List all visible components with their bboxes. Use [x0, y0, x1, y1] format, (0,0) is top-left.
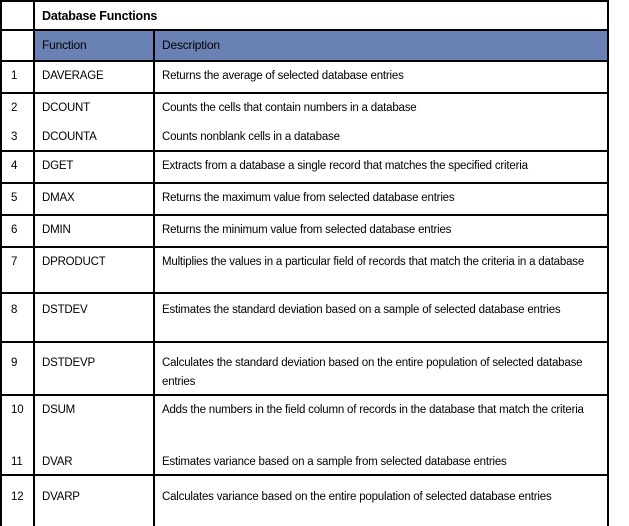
description-cell: Calculates variance based on the entire …	[153, 474, 609, 526]
row-number: 6	[11, 224, 18, 236]
table-header-row: Function Description	[0, 29, 609, 62]
header-number-cell	[0, 29, 35, 62]
function-cell: DSTDEVP	[33, 341, 155, 396]
function-name: DSUM	[42, 404, 76, 416]
table-row: 9 DSTDEVP Calculates the standard deviatio…	[0, 341, 609, 396]
row-number: 11	[11, 456, 23, 468]
row-number: 1	[11, 70, 18, 82]
row-number: 7	[11, 256, 18, 268]
table-row: 1 DAVERAGE Returns the average of selected…	[0, 60, 609, 94]
function-description: Counts nonblank cells in a database	[162, 131, 340, 143]
function-cell: DCOUNT	[33, 92, 155, 123]
row-number-cell: 12	[0, 474, 35, 526]
function-name: DCOUNT	[42, 102, 90, 114]
function-description: Calculates the standard deviation based …	[162, 357, 583, 388]
row-number-cell: 2	[0, 92, 35, 123]
function-cell: DCOUNTA	[33, 123, 155, 152]
function-description: Returns the minimum value from selected …	[162, 224, 452, 236]
function-name: DMIN	[42, 224, 71, 236]
description-cell: Extracts from a database a single record…	[153, 150, 609, 184]
function-cell: DSTDEV	[33, 292, 155, 343]
function-description: Estimates variance based on a sample fro…	[162, 456, 507, 468]
row-number-cell: 5	[0, 182, 35, 216]
row-number-cell: 3	[0, 123, 35, 152]
function-name: DSTDEVP	[42, 357, 95, 369]
row-number-cell: 8	[0, 292, 35, 343]
row-number-cell: 6	[0, 214, 35, 248]
function-name: DVARP	[42, 491, 80, 503]
table-title: Database Functions	[33, 0, 609, 31]
function-cell: DVARP	[33, 474, 155, 526]
function-description: Extracts from a database a single record…	[162, 160, 528, 172]
function-cell: DGET	[33, 150, 155, 184]
function-name: DGET	[42, 160, 74, 172]
table-row: 6 DMIN Returns the minimum value from sele…	[0, 214, 609, 248]
description-cell: Estimates the standard deviation based o…	[153, 292, 609, 343]
header-description: Description	[153, 29, 609, 62]
function-cell: DMIN	[33, 214, 155, 248]
row-number: 9	[11, 357, 18, 369]
row-number-cell: 7	[0, 246, 35, 294]
function-description: Multiplies the values in a particular fi…	[162, 256, 585, 268]
function-name: DPRODUCT	[42, 256, 106, 268]
description-cell: Counts nonblank cells in a database	[153, 123, 609, 152]
row-number: 10	[11, 404, 24, 416]
function-name: DVAR	[42, 456, 73, 468]
function-name: DCOUNTA	[42, 131, 97, 143]
row-number: 3	[11, 131, 18, 143]
description-cell: Returns the average of selected database…	[153, 60, 609, 94]
table-row: 7 DPRODUCT Multiplies the values in a part…	[0, 246, 609, 294]
table-row: 4 DGET Extracts from a database a single r…	[0, 150, 609, 184]
row-number: 12	[11, 491, 24, 503]
row-number-cell: 9	[0, 341, 35, 396]
description-cell: Calculates the standard deviation based …	[153, 341, 609, 396]
table-row: 8 DSTDEV Estimates the standard deviation …	[0, 292, 609, 343]
table-row: 3 DCOUNTA Counts nonblank cells in a datab…	[0, 123, 609, 152]
description-cell: Returns the maximum value from selected …	[153, 182, 609, 216]
row-number: 4	[11, 160, 18, 172]
function-description: Counts the cells that contain numbers in…	[162, 102, 417, 114]
row-number-cell: 4	[0, 150, 35, 184]
function-description: Estimates the standard deviation based o…	[162, 304, 561, 316]
header-function: Function	[33, 29, 155, 62]
function-name: DMAX	[42, 192, 75, 204]
row-number: 2	[11, 102, 18, 114]
function-cell: DAVERAGE	[33, 60, 155, 94]
description-cell: Returns the minimum value from selected …	[153, 214, 609, 248]
function-cell: DPRODUCT	[33, 246, 155, 294]
function-description: Adds the numbers in the field column of …	[162, 404, 584, 416]
table-row: 2 DCOUNT Counts the cells that contain num…	[0, 92, 609, 123]
table-row: 12 DVARP Calculates variance based on the …	[0, 474, 609, 526]
function-cell: DMAX	[33, 182, 155, 216]
function-cell: DSUM	[33, 394, 155, 448]
row-number: 8	[11, 304, 18, 316]
table-row: 11 DVAR Estimates variance based on a samp…	[0, 448, 609, 476]
row-number-cell: 1	[0, 60, 35, 94]
row-number-cell: 11	[0, 448, 35, 476]
function-description: Returns the average of selected database…	[162, 70, 404, 82]
table-title-row: Database Functions	[0, 0, 609, 31]
row-number: 5	[11, 192, 18, 204]
title-number-cell	[0, 0, 35, 31]
function-description: Returns the maximum value from selected …	[162, 192, 455, 204]
description-cell: Estimates variance based on a sample fro…	[153, 448, 609, 476]
database-functions-table: Database Functions Function Description …	[0, 0, 609, 526]
function-description: Calculates variance based on the entire …	[162, 491, 552, 503]
row-number-cell: 10	[0, 394, 35, 448]
function-cell: DVAR	[33, 448, 155, 476]
function-name: DAVERAGE	[42, 70, 104, 82]
description-cell: Counts the cells that contain numbers in…	[153, 92, 609, 123]
description-cell: Multiplies the values in a particular fi…	[153, 246, 609, 294]
description-cell: Adds the numbers in the field column of …	[153, 394, 609, 448]
function-name: DSTDEV	[42, 304, 88, 316]
table-row: 10 DSUM Adds the numbers in the field colu…	[0, 394, 609, 448]
table-row: 5 DMAX Returns the maximum value from sele…	[0, 182, 609, 216]
